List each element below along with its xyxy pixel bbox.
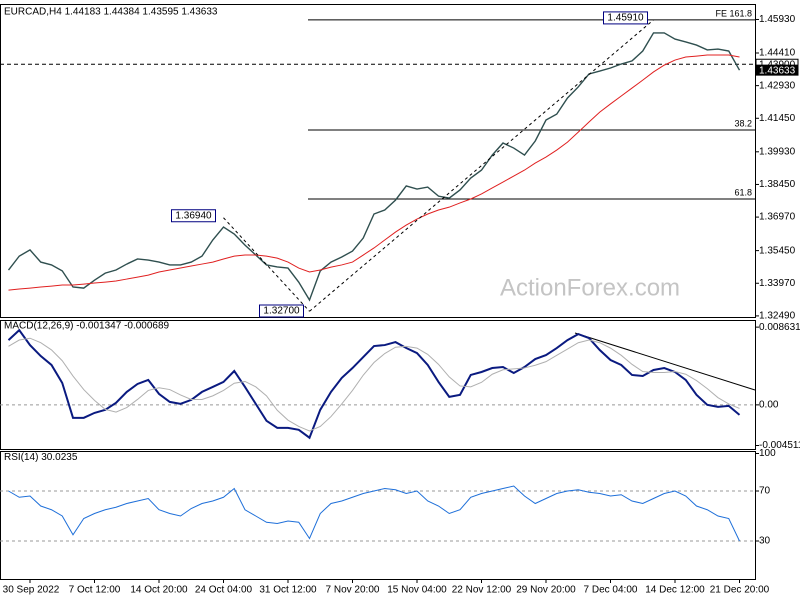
x-tick-label: 21 Dec 20:00 <box>710 585 770 596</box>
panel-title: EURCAD,H4 1.44183 1.44384 1.43595 1.4363… <box>4 7 218 18</box>
fib-level-label: 38.2 <box>734 118 752 128</box>
y-tick-label: 1.35450 <box>759 245 796 256</box>
price-panel-frame <box>0 4 756 318</box>
x-tick-label: 7 Dec 04:00 <box>584 585 638 596</box>
panel-title: RSI(14) 30.0235 <box>4 452 78 463</box>
series-line <box>7 32 741 302</box>
x-tick-label: 24 Oct 04:00 <box>195 585 253 596</box>
x-tick-label: 31 Oct 12:00 <box>259 585 317 596</box>
series-line <box>8 337 740 432</box>
price-level-box <box>755 64 799 76</box>
price-level-label: 1.43633 <box>759 65 796 76</box>
x-tick-label: 14 Dec 12:00 <box>645 585 705 596</box>
y-tick-label: 1.39930 <box>759 146 796 157</box>
x-tick-label: 15 Nov 04:00 <box>387 585 447 596</box>
y-tick-label: 1.45930 <box>759 14 796 25</box>
pivot-label: 1.36940 <box>175 210 212 221</box>
x-tick-label: 30 Sep 2022 <box>3 585 60 596</box>
y-tick-label: 1.33970 <box>759 278 796 289</box>
y-tick-label: 1.41450 <box>759 113 796 124</box>
y-tick-label: 1.42930 <box>759 80 796 91</box>
macd-panel-frame <box>0 320 756 450</box>
rsi-panel-frame <box>0 451 756 580</box>
x-tick-label: 14 Oct 20:00 <box>130 585 188 596</box>
macd-trend-line <box>574 332 756 391</box>
series-line <box>8 485 740 542</box>
y-tick-label: 70 <box>759 486 771 497</box>
watermark: ActionForex.com <box>500 274 680 301</box>
x-tick-label: 22 Nov 12:00 <box>452 585 512 596</box>
x-tick-label: 7 Oct 12:00 <box>69 585 121 596</box>
x-tick-label: 29 Nov 20:00 <box>516 585 576 596</box>
pivot-label: 1.32700 <box>263 306 300 317</box>
y-tick-label: 1.44410 <box>759 48 796 59</box>
y-tick-label: 30 <box>759 536 771 547</box>
y-tick-label: 1.32490 <box>759 311 796 322</box>
pivot-box <box>259 304 304 318</box>
panel-title: MACD(12,26,9) -0.001347 -0.000689 <box>4 321 170 332</box>
y-tick-label: 0.008631 <box>759 322 800 333</box>
x-tick-label: 7 Nov 20:00 <box>326 585 380 596</box>
fib-level-label: 61.8 <box>734 187 752 197</box>
y-tick-label: 100 <box>759 448 776 459</box>
pivot-box <box>171 209 216 223</box>
y-tick-label: 1.36970 <box>759 212 796 223</box>
pivot-label: 1.45910 <box>607 13 644 24</box>
y-tick-label: -0.004511 <box>759 440 800 451</box>
series-line <box>7 328 741 440</box>
series-line <box>8 54 740 291</box>
y-tick-label: 0.00 <box>759 400 779 411</box>
y-tick-label: 1.38450 <box>759 179 796 190</box>
pivot-box <box>603 11 648 25</box>
fib-level-label: FE 161.8 <box>715 8 752 18</box>
